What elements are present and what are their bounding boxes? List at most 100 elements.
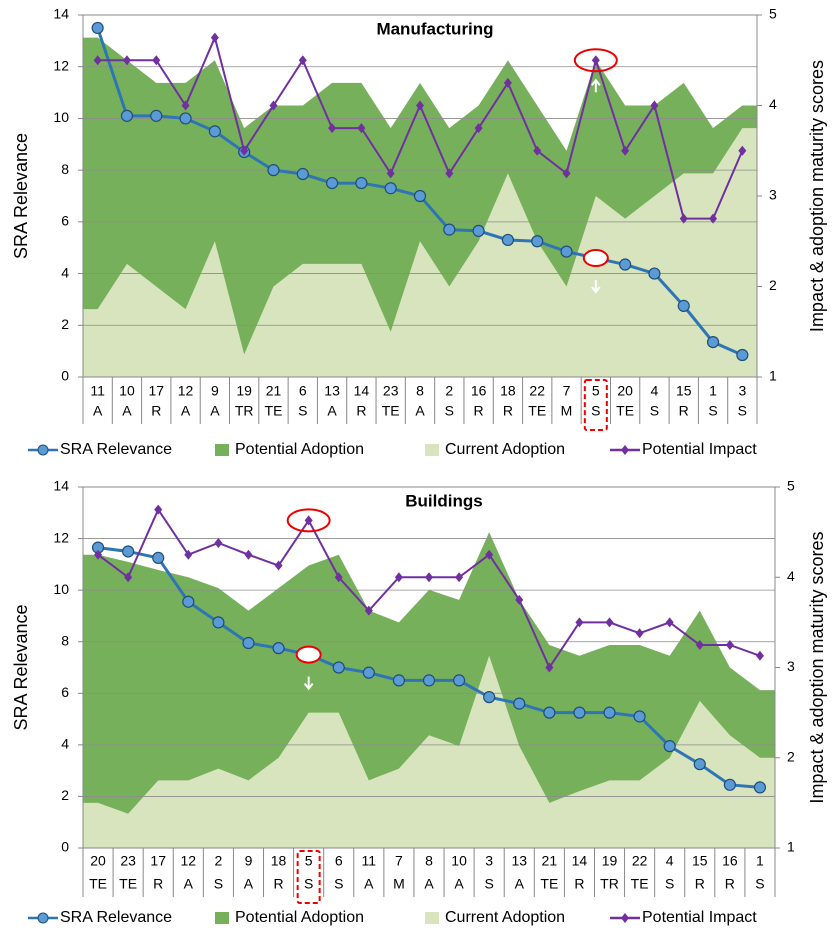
point xyxy=(362,666,375,679)
x-tick-label: 6 xyxy=(335,853,343,869)
point xyxy=(304,515,313,526)
point xyxy=(562,168,571,179)
y2-tick-label: 2 xyxy=(787,748,795,764)
point xyxy=(328,123,337,134)
highlight-ellipse xyxy=(573,48,618,73)
x-group-label: TR xyxy=(600,876,619,892)
y2-axis-title: Impact & adoption maturity scores xyxy=(807,60,827,332)
legend-swatch xyxy=(215,912,229,924)
y2-tick-label: 5 xyxy=(769,6,777,22)
x-tick-label: 11 xyxy=(90,383,105,399)
point xyxy=(274,560,283,571)
point xyxy=(357,123,366,134)
x-group-label: TE xyxy=(528,403,546,419)
x-group-label: R xyxy=(503,403,513,419)
point xyxy=(122,545,135,558)
x-tick-label: 14 xyxy=(354,383,370,399)
point xyxy=(184,549,193,560)
x-group-label: S xyxy=(334,876,343,892)
point xyxy=(154,504,163,515)
point xyxy=(244,549,253,560)
y-tick-label: 10 xyxy=(53,581,69,597)
point xyxy=(693,758,706,771)
x-group-label: S xyxy=(665,876,674,892)
point xyxy=(515,594,524,605)
legend-marker xyxy=(37,444,49,456)
point xyxy=(619,258,632,271)
legend-swatch xyxy=(215,444,229,456)
point xyxy=(635,628,644,639)
point xyxy=(152,551,165,565)
x-group-label: TE xyxy=(265,403,283,419)
x-tick-label: 3 xyxy=(738,383,746,399)
point xyxy=(332,661,345,674)
point xyxy=(738,145,747,156)
arrow xyxy=(303,676,314,691)
x-tick-label: 23 xyxy=(120,853,136,869)
legend-label: Current Adoption xyxy=(445,909,565,926)
y2-tick-label: 4 xyxy=(787,568,795,584)
point xyxy=(665,617,674,628)
point xyxy=(386,168,395,179)
point xyxy=(663,740,676,753)
point xyxy=(483,691,496,704)
legend-marker xyxy=(621,445,629,455)
point xyxy=(443,223,456,236)
highlight-ellipse xyxy=(582,249,609,268)
point xyxy=(267,164,280,177)
point xyxy=(296,167,309,181)
point xyxy=(445,168,454,179)
x-group-label: M xyxy=(561,403,573,419)
point xyxy=(543,706,556,719)
x-group-label: S xyxy=(591,403,600,419)
x-tick-label: 3 xyxy=(485,853,493,869)
point xyxy=(240,145,249,156)
point xyxy=(472,224,485,238)
y-tick-label: 12 xyxy=(53,529,69,545)
legend-label: SRA Relevance xyxy=(60,441,172,458)
y-tick-label: 8 xyxy=(61,161,69,177)
y-tick-label: 0 xyxy=(61,368,69,384)
x-group-label: S xyxy=(445,403,454,419)
x-group-label: A xyxy=(184,876,194,892)
highlight-box xyxy=(583,379,608,431)
point xyxy=(425,572,433,583)
x-group-label: A xyxy=(327,403,337,419)
x-group-label: R xyxy=(574,876,584,892)
y-axis-title: SRA Relevance xyxy=(11,604,31,730)
legend-label: SRA Relevance xyxy=(60,909,172,926)
point xyxy=(392,674,406,687)
x-tick-label: 20 xyxy=(90,853,106,869)
x-tick-label: 14 xyxy=(572,853,588,869)
x-group-label: A xyxy=(244,876,254,892)
x-group-label: S xyxy=(738,403,747,419)
plot-frame xyxy=(82,486,776,849)
point xyxy=(650,100,659,111)
y-tick-label: 2 xyxy=(61,316,69,332)
x-tick-label: 20 xyxy=(617,383,633,399)
x-tick-label: 1 xyxy=(709,383,717,399)
point xyxy=(452,674,466,687)
point xyxy=(93,55,102,66)
legend-swatch xyxy=(425,912,439,924)
legend-label: Current Adoption xyxy=(445,441,565,458)
x-group-label: A xyxy=(122,403,132,419)
x-group-label: R xyxy=(356,403,366,419)
x-group-label: S xyxy=(485,876,494,892)
point xyxy=(422,674,436,687)
x-tick-label: 17 xyxy=(150,853,166,869)
x-group-label: A xyxy=(424,876,434,892)
point xyxy=(122,55,131,66)
x-group-label: A xyxy=(415,403,425,419)
x-group-label: R xyxy=(153,876,163,892)
y2-tick-label: 3 xyxy=(769,187,777,203)
x-tick-label: 18 xyxy=(500,383,516,399)
x-group-label: TR xyxy=(235,403,254,419)
x-tick-label: 10 xyxy=(119,383,135,399)
point xyxy=(706,335,720,349)
y2-tick-label: 2 xyxy=(769,277,777,293)
legend-swatch xyxy=(425,444,439,456)
x-tick-label: 7 xyxy=(395,853,403,869)
x-group-label: S xyxy=(298,403,307,419)
x-group-label: TE xyxy=(119,876,137,892)
